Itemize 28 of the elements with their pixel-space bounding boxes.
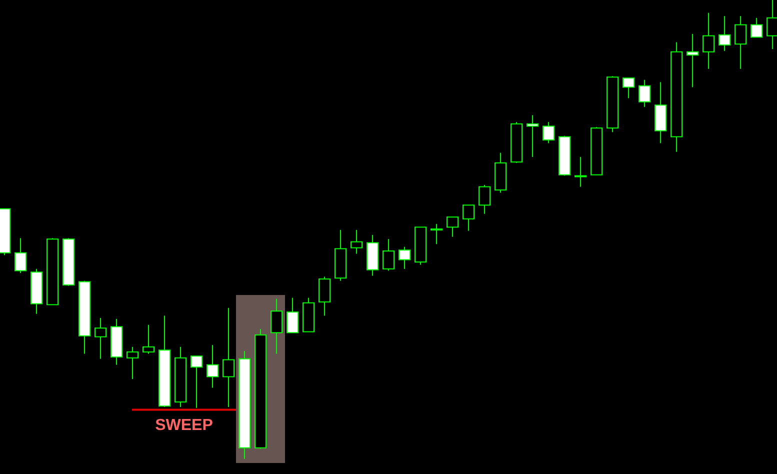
candlestick <box>638 79 651 108</box>
candlestick <box>318 276 331 316</box>
candlestick <box>206 344 219 388</box>
candlestick <box>286 297 299 334</box>
candlestick <box>430 223 443 245</box>
candlestick <box>350 229 363 254</box>
candlestick <box>270 298 283 354</box>
candlestick <box>398 246 411 270</box>
candlestick <box>686 33 699 88</box>
candlestick <box>190 356 203 408</box>
candlestick <box>574 156 587 188</box>
candlestick <box>622 78 635 99</box>
candlestick <box>222 307 235 408</box>
candlestick <box>526 114 539 158</box>
candlestick <box>94 317 107 360</box>
candlestick <box>478 184 491 214</box>
candlestick <box>382 238 395 272</box>
candlestick <box>462 204 475 232</box>
candlestick <box>542 122 555 144</box>
candlestick <box>750 17 763 38</box>
candlestick <box>718 16 731 52</box>
ref-line-label: SWEEP <box>155 417 214 434</box>
candlestick <box>702 12 715 70</box>
candlestick <box>14 238 26 274</box>
candlestick <box>446 216 459 238</box>
candlestick <box>142 324 155 354</box>
candlestick <box>126 346 139 380</box>
candlestick <box>734 16 747 70</box>
